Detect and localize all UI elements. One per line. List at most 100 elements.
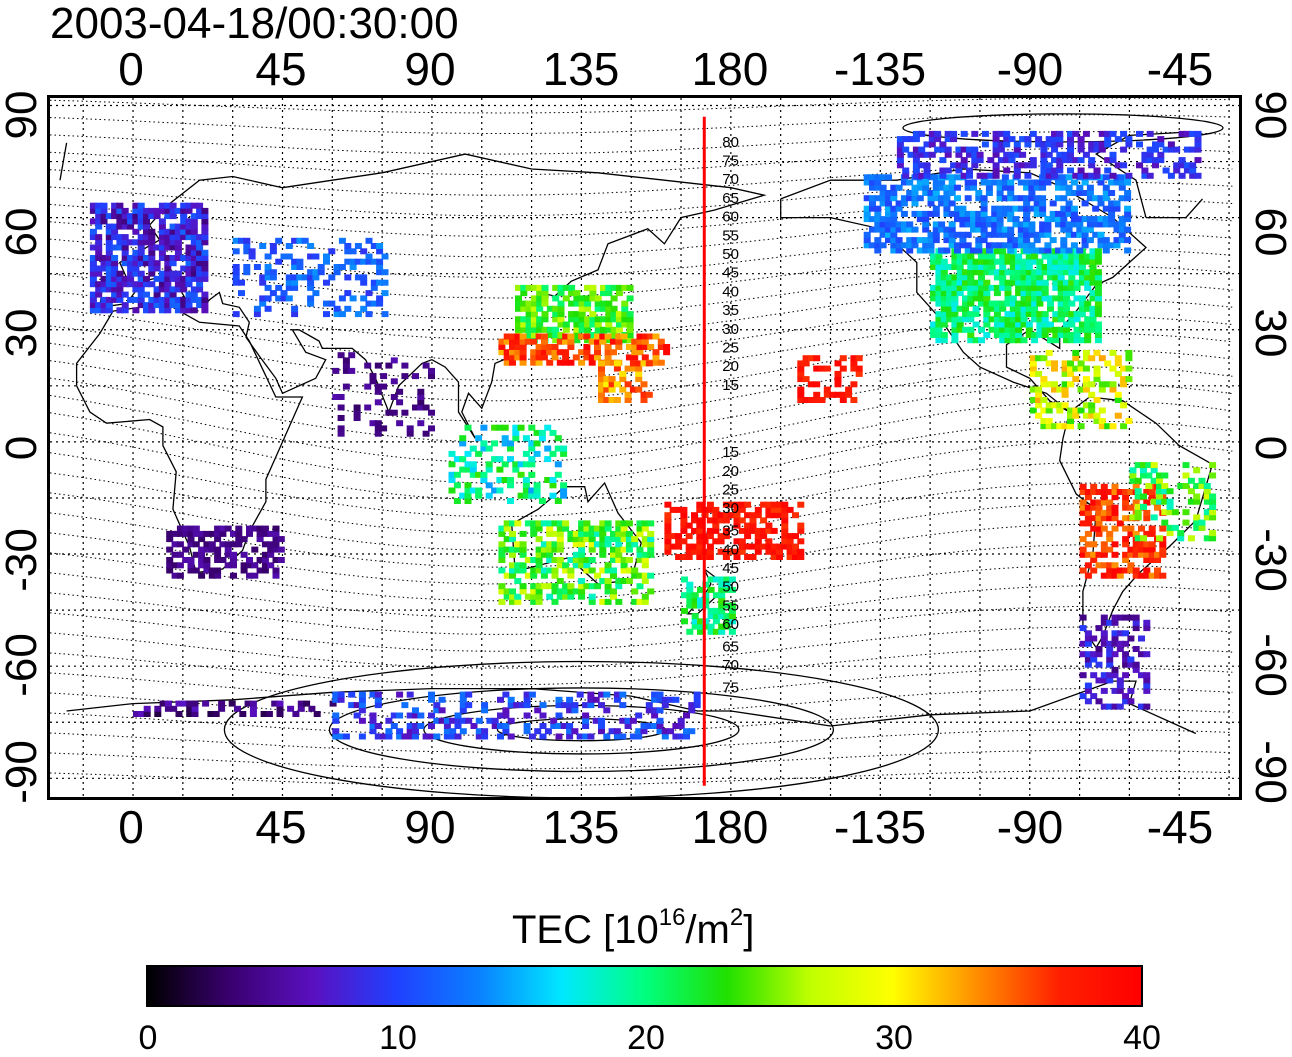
tec-cell [621, 300, 629, 307]
tec-cell [1024, 162, 1032, 169]
tec-cell [647, 588, 655, 595]
tec-cell [1067, 423, 1074, 430]
tec-cell [443, 733, 451, 740]
tec-cell [1118, 195, 1126, 202]
tec-cell [972, 290, 980, 297]
tec-cell [546, 530, 554, 537]
tec-cell [1108, 205, 1116, 212]
tec-cell [706, 506, 714, 513]
tec-cell [991, 221, 999, 228]
tec-cell [464, 461, 472, 468]
tec-cell [567, 567, 575, 574]
tec-cell [1068, 332, 1076, 338]
tec-cell [1111, 489, 1119, 495]
tec-cell [1102, 242, 1110, 249]
tec-cell [240, 536, 248, 543]
tec-cell [507, 702, 515, 709]
tec-cell [1009, 337, 1017, 344]
tec-cell [374, 723, 382, 729]
tec-cell [610, 338, 617, 345]
tec-cell [599, 536, 607, 543]
tec-cell [1104, 381, 1112, 388]
tec-cell [401, 409, 409, 416]
tec-cell [1045, 167, 1053, 174]
tec-cell [554, 445, 562, 452]
tec-cell [1106, 661, 1114, 668]
tec-cell [696, 533, 704, 540]
tec-cell [132, 260, 140, 267]
tec-cell [264, 284, 272, 291]
tec-cell [1023, 226, 1031, 233]
tec-cell [285, 284, 293, 291]
tec-cell [1057, 332, 1065, 338]
tec-cell [996, 210, 1004, 217]
tec-cell [535, 525, 543, 532]
tec-cell [610, 557, 617, 563]
tec-cell [770, 543, 778, 550]
tec-cell [369, 420, 377, 427]
tec-cell [291, 264, 299, 270]
tec-cell [1109, 423, 1117, 430]
tec-cell [1187, 498, 1195, 505]
tec-cell [503, 572, 511, 579]
tec-cell [1047, 258, 1054, 265]
tec-cell [1141, 157, 1149, 164]
tec-cell [702, 592, 710, 599]
tec-cell [636, 546, 644, 553]
tec-cell [111, 255, 119, 261]
tec-cell [1076, 184, 1084, 191]
tec-cell [916, 216, 924, 223]
tec-cell [625, 578, 633, 584]
tec-cell [116, 234, 124, 241]
tec-cell [176, 551, 184, 558]
tec-cell [922, 237, 930, 244]
tec-cell [509, 567, 516, 574]
tec-cell [1036, 311, 1044, 318]
tec-cell [626, 337, 634, 344]
tec-cell [169, 234, 177, 241]
tec-cell [1092, 205, 1100, 212]
tec-cell [948, 226, 956, 233]
tec-cell [551, 557, 559, 563]
tec-cell [1040, 407, 1048, 414]
tec-cell [1132, 625, 1140, 632]
tec-cell [1157, 151, 1165, 158]
tec-cell [337, 425, 345, 432]
tec-cell [971, 130, 979, 137]
tec-cell [153, 302, 161, 309]
tec-cell [1047, 269, 1054, 276]
tec-cell [1154, 551, 1161, 558]
tec-cell [983, 264, 991, 270]
tec-cell [959, 205, 967, 212]
tec-cell [502, 723, 510, 729]
tec-cell [1015, 284, 1023, 291]
tec-cell [967, 258, 975, 265]
tec-cell [240, 562, 248, 569]
tec-cell [1035, 402, 1043, 409]
tec-cell [943, 195, 951, 202]
tec-cell [137, 244, 145, 251]
tec-cell [121, 307, 129, 314]
tec-cell [978, 300, 985, 307]
tec-cell [323, 279, 330, 286]
tec-cell [1078, 326, 1086, 333]
tec-cell [174, 228, 182, 235]
tec-cell [498, 598, 506, 605]
tec-cell [999, 326, 1007, 333]
tec-cell [578, 321, 586, 328]
tec-cell [802, 360, 810, 367]
tec-cell [1067, 157, 1074, 164]
tec-cell [1090, 541, 1098, 548]
tec-cell [604, 536, 612, 543]
tec-cell [1159, 541, 1167, 548]
tec-cell [1093, 167, 1101, 174]
tec-cell [370, 243, 378, 249]
tec-cell [818, 365, 826, 372]
tec-cell [261, 557, 269, 563]
tec-cell [261, 541, 269, 548]
tec-cell [896, 162, 904, 169]
tec-cell [797, 397, 805, 403]
tec-cell [1113, 221, 1121, 228]
tec-cell [198, 557, 206, 563]
tec-cell [1031, 300, 1039, 307]
